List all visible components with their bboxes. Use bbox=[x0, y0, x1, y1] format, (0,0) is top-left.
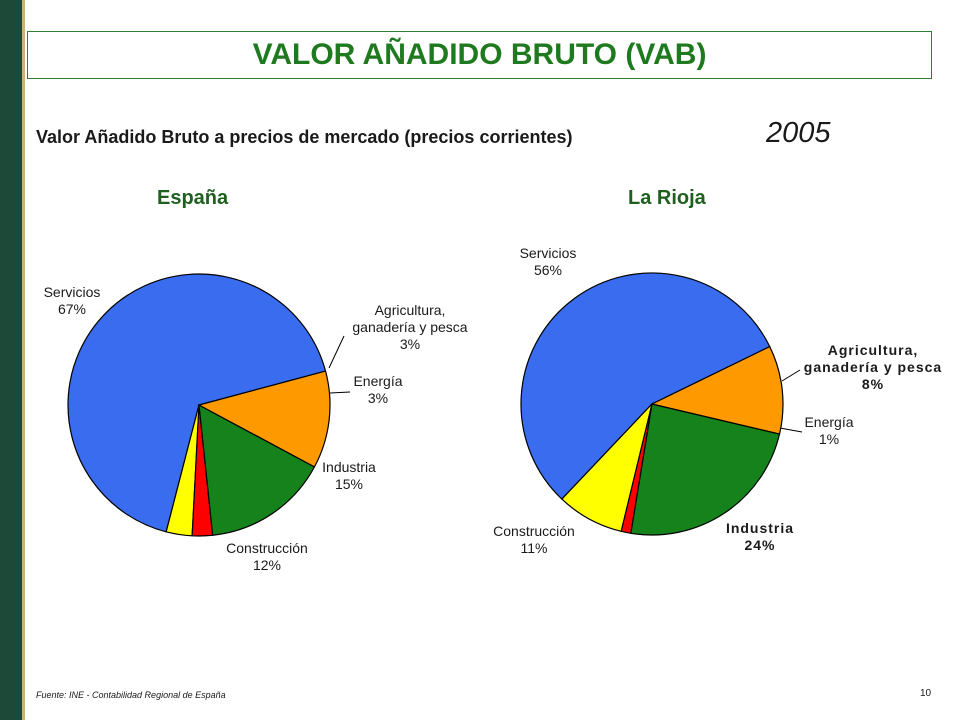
footer-source: Fuente: INE - Contabilidad Regional de E… bbox=[36, 690, 226, 700]
leader-line-la-rioja-energia bbox=[779, 427, 803, 433]
sidebar-accent bbox=[22, 0, 25, 720]
pie-slice-espana-servicios bbox=[67, 273, 327, 533]
slice-label-espana-energia: Energía 3% bbox=[353, 373, 402, 406]
slice-label-espana-construccion: Construcción 12% bbox=[226, 540, 308, 573]
leader-line-la-rioja-agricultura bbox=[781, 369, 801, 382]
leader-line-espana-agricultura bbox=[328, 335, 345, 369]
slice-label-espana-industria: Industria 15% bbox=[322, 459, 376, 492]
slice-label-la-rioja-agricultura: Agricultura, ganadería y pesca 8% bbox=[804, 342, 942, 392]
slice-label-la-rioja-construccion: Construcción 11% bbox=[493, 523, 575, 556]
page-number: 10 bbox=[920, 688, 932, 699]
slice-label-espana-agricultura: Agricultura, ganadería y pesca 3% bbox=[352, 302, 467, 352]
pie-slice-espana-industria bbox=[198, 403, 316, 536]
slice-label-la-rioja-industria: Industria 24% bbox=[726, 520, 794, 553]
chart-title-la-rioja: La Rioja bbox=[628, 187, 706, 209]
slice-label-la-rioja-servicios: Servicios 56% bbox=[520, 245, 577, 278]
pie-slice-la-rioja-industria bbox=[630, 403, 781, 536]
chart-title-espana: España bbox=[157, 187, 229, 209]
slice-label-espana-servicios: Servicios 67% bbox=[44, 284, 101, 317]
pie-slice-espana-construccion bbox=[197, 370, 331, 468]
pie-slice-la-rioja-construccion bbox=[650, 345, 784, 435]
leader-line-espana-energia bbox=[329, 391, 351, 394]
pie-slice-la-rioja-servicios bbox=[520, 272, 771, 500]
year-label: 2005 bbox=[766, 117, 831, 149]
sidebar-bar bbox=[0, 0, 22, 720]
title-box: VALOR AÑADIDO BRUTO (VAB) bbox=[27, 31, 932, 79]
subtitle: Valor Añadido Bruto a precios de mercado… bbox=[36, 127, 573, 147]
slide-title: VALOR AÑADIDO BRUTO (VAB) bbox=[252, 38, 707, 71]
slice-label-la-rioja-energia: Energía 1% bbox=[804, 414, 853, 447]
